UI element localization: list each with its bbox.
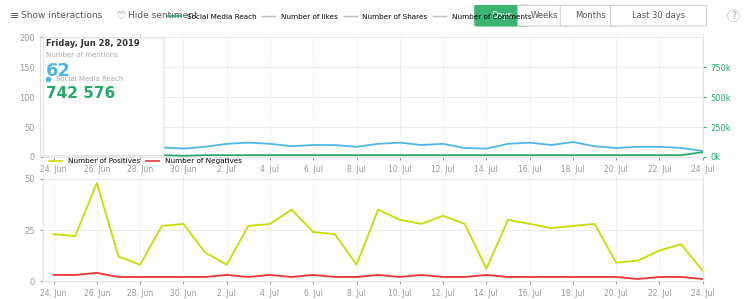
- FancyBboxPatch shape: [475, 5, 530, 26]
- Text: Show interactions: Show interactions: [21, 11, 102, 20]
- Text: ?: ?: [731, 11, 736, 21]
- Text: Number of mentions: Number of mentions: [46, 52, 118, 58]
- Text: 742 576: 742 576: [46, 86, 116, 101]
- Text: Days: Days: [492, 11, 513, 20]
- Text: Months: Months: [574, 11, 606, 20]
- Text: Weeks: Weeks: [531, 11, 559, 20]
- Text: ♡: ♡: [116, 11, 125, 21]
- Text: ≡: ≡: [10, 11, 20, 21]
- Text: Hide sentiment: Hide sentiment: [128, 11, 197, 20]
- Text: Friday, Jun 28, 2019: Friday, Jun 28, 2019: [46, 39, 140, 48]
- Text: Last 30 days: Last 30 days: [632, 11, 685, 20]
- FancyBboxPatch shape: [610, 5, 706, 26]
- FancyBboxPatch shape: [518, 5, 572, 26]
- FancyBboxPatch shape: [40, 38, 164, 156]
- Text: 62: 62: [46, 62, 71, 80]
- Legend: Social Media Reach, Number of likes, Number of Shares, Number of Comments: Social Media Reach, Number of likes, Num…: [165, 11, 535, 23]
- Text: Social Media Reach: Social Media Reach: [56, 76, 123, 82]
- Legend: Number of Positives, Number of Negatives: Number of Positives, Number of Negatives: [46, 155, 244, 167]
- FancyBboxPatch shape: [560, 5, 620, 26]
